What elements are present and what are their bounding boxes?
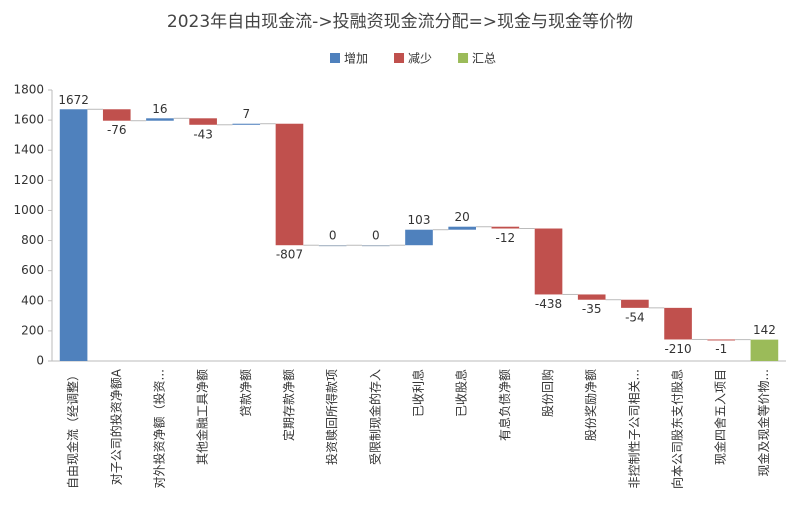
data-label: 0	[329, 229, 337, 243]
y-tick-label: 1400	[13, 143, 44, 157]
x-tick-label: 投资赎回所得款项	[324, 369, 339, 465]
data-label: 142	[753, 323, 776, 337]
x-tick-label: 股份奖励净额	[584, 369, 598, 441]
legend-swatch	[394, 53, 405, 63]
bar	[664, 307, 692, 340]
x-tick-label: 已收股息	[454, 369, 469, 417]
bar	[102, 109, 131, 121]
bar	[491, 226, 520, 229]
data-label: -210	[664, 342, 691, 356]
x-tick-label: 贷款净额	[239, 369, 253, 417]
bar	[362, 245, 390, 247]
y-tick-label: 0	[36, 354, 44, 368]
bar	[232, 123, 261, 125]
data-label: -12	[496, 231, 516, 245]
y-tick-label: 400	[21, 293, 44, 307]
legend-swatch	[458, 53, 469, 63]
x-tick-label: 受限制现金的存入	[367, 369, 382, 465]
data-label: -43	[193, 127, 213, 141]
data-label: -35	[582, 302, 602, 316]
bar	[621, 299, 649, 308]
bar	[448, 226, 476, 230]
bar	[750, 339, 779, 361]
y-tick-label: 1800	[13, 83, 44, 97]
x-tick-label: 向本公司股东支付股息	[670, 369, 685, 489]
bar	[534, 228, 563, 295]
bar	[707, 339, 736, 341]
y-tick-label: 200	[21, 323, 44, 337]
x-tick-label: 现金四舍五入项目	[713, 369, 728, 465]
legend-swatch	[330, 53, 340, 63]
x-tick-label: 有息负债净额	[497, 369, 512, 441]
data-label: 7	[242, 107, 250, 121]
data-label: -807	[276, 248, 303, 262]
x-tick-label: 股份回购	[540, 369, 555, 417]
data-label: 16	[152, 102, 167, 116]
bar	[275, 123, 304, 246]
data-label: 20	[455, 210, 470, 224]
bar	[59, 109, 88, 361]
x-tick-label: 已收利息	[411, 369, 426, 417]
data-label: -76	[107, 123, 127, 137]
data-label: 103	[408, 213, 431, 227]
x-tick-label: 非控制性子公司相关...	[627, 369, 641, 488]
data-label: -1	[715, 342, 727, 356]
legend-label: 增加	[344, 52, 368, 66]
x-tick-label: 对子公司的投资净额A	[108, 368, 123, 485]
y-tick-label: 1200	[13, 173, 44, 187]
x-tick-label: 自由现金流（经调整）	[65, 369, 80, 489]
y-tick-label: 600	[21, 263, 44, 277]
x-tick-label: 现金及现金等价物...	[756, 369, 771, 476]
data-label: 1672	[58, 93, 89, 107]
x-tick-label: 对外投资净额（投资...	[151, 369, 166, 488]
legend-label: 减少	[408, 52, 432, 66]
bar	[318, 245, 347, 247]
bar	[577, 294, 606, 300]
data-label: -54	[625, 310, 645, 324]
data-label: -438	[535, 297, 562, 311]
y-tick-label: 800	[21, 233, 44, 247]
legend-label: 汇总	[472, 52, 496, 66]
x-tick-label: 定期存款净额	[281, 369, 296, 441]
bar	[146, 118, 174, 121]
y-tick-label: 1000	[13, 203, 44, 217]
data-label: 0	[372, 229, 380, 243]
chart-title: 2023年自由现金流->投融资现金流分配=>现金与现金等价物	[167, 12, 633, 32]
bar	[189, 118, 217, 125]
y-tick-label: 1600	[13, 113, 44, 127]
bar	[405, 229, 433, 246]
x-tick-label: 其他金融工具净额	[195, 369, 210, 465]
